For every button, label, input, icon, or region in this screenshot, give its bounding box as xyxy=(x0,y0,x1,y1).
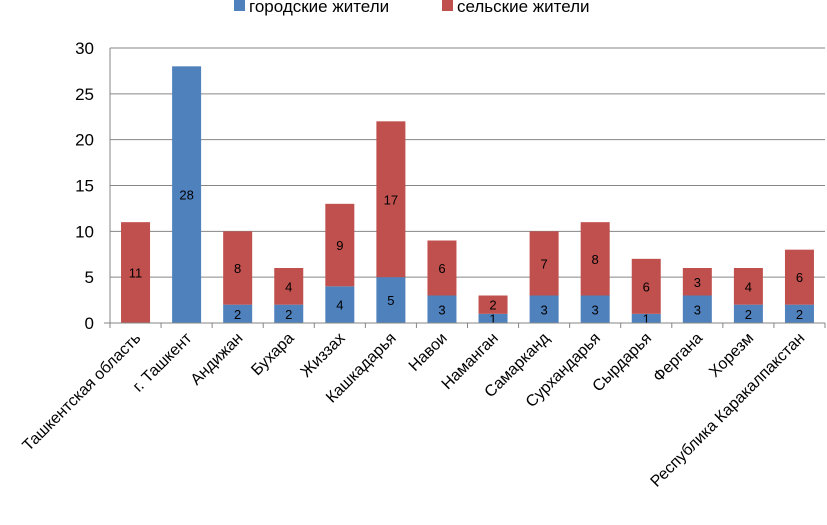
bar-segment xyxy=(529,295,559,323)
bar-segment xyxy=(274,268,304,305)
y-tick-label: 10 xyxy=(75,222,94,241)
y-tick-label: 5 xyxy=(85,268,94,287)
bar-segment xyxy=(427,295,457,323)
bar-segment xyxy=(784,304,814,323)
y-tick-label: 25 xyxy=(75,85,94,104)
bar-segment xyxy=(478,313,508,323)
bar-segment xyxy=(427,240,457,296)
data-label: 2 xyxy=(745,307,752,322)
x-tick-label: Ташкентская область xyxy=(20,330,145,455)
x-tick-label: Бухара xyxy=(248,330,297,379)
x-tick-label: Фергана xyxy=(650,330,706,386)
data-label: 1 xyxy=(489,311,496,326)
legend-swatch xyxy=(234,0,245,11)
x-tick-label: Андижан xyxy=(188,330,247,389)
bar-segment xyxy=(478,295,508,314)
bar-segment xyxy=(682,295,712,323)
data-label: 6 xyxy=(796,270,803,285)
data-label: 4 xyxy=(745,279,752,294)
bar-segment xyxy=(274,304,304,323)
data-label: 11 xyxy=(129,266,143,281)
data-label: 3 xyxy=(694,302,701,317)
gridlines xyxy=(110,47,825,324)
bar-segment xyxy=(325,286,355,323)
bar-segment xyxy=(733,304,763,323)
data-label: 2 xyxy=(234,307,241,322)
bar-segment xyxy=(223,304,253,323)
y-tick-label: 30 xyxy=(75,39,94,58)
x-tick-label: Жиззах xyxy=(298,330,349,381)
bar-segment xyxy=(682,268,712,296)
data-label: 3 xyxy=(694,275,701,290)
data-label: 2 xyxy=(489,298,496,313)
bar-segment xyxy=(733,268,763,305)
data-label: 3 xyxy=(438,302,445,317)
legend-swatch xyxy=(442,0,453,11)
data-label: 2 xyxy=(285,307,292,322)
bars xyxy=(121,66,814,323)
data-label: 6 xyxy=(643,279,650,294)
data-label: 17 xyxy=(384,192,398,207)
legend-label: сельские жители xyxy=(457,0,590,16)
bar-segment xyxy=(784,249,814,305)
bar-segment xyxy=(580,222,610,296)
data-label: 7 xyxy=(540,256,547,271)
data-label: 8 xyxy=(234,261,241,276)
bar-segment xyxy=(631,313,661,323)
bar-segment xyxy=(325,203,355,287)
data-label: 5 xyxy=(387,293,394,308)
y-tick-label: 20 xyxy=(75,131,94,150)
data-label: 3 xyxy=(592,302,599,317)
x-tick-label: Навои xyxy=(406,330,451,375)
data-label: 8 xyxy=(592,252,599,267)
data-label: 9 xyxy=(336,238,343,253)
data-label: 1 xyxy=(643,311,650,326)
y-tick-label: 15 xyxy=(75,177,94,196)
bar-segment xyxy=(376,277,406,323)
bar-segment xyxy=(631,258,661,314)
bar-segment xyxy=(121,222,151,323)
data-label: 4 xyxy=(285,279,292,294)
data-label: 4 xyxy=(336,298,343,313)
x-tick-label: Хорезм xyxy=(706,330,757,381)
bar-segment xyxy=(580,295,610,323)
legend-label: городские жители xyxy=(249,0,389,16)
data-label: 3 xyxy=(540,302,547,317)
bar-segment xyxy=(529,231,559,296)
bar-segment xyxy=(376,121,406,278)
bar-segment xyxy=(172,66,202,323)
y-tick-label: 0 xyxy=(85,314,94,333)
data-label: 28 xyxy=(179,188,193,203)
bar-segment xyxy=(223,231,253,305)
legend: городские жители сельские жители xyxy=(234,0,590,16)
data-label: 6 xyxy=(438,261,445,276)
data-label: 2 xyxy=(796,307,803,322)
